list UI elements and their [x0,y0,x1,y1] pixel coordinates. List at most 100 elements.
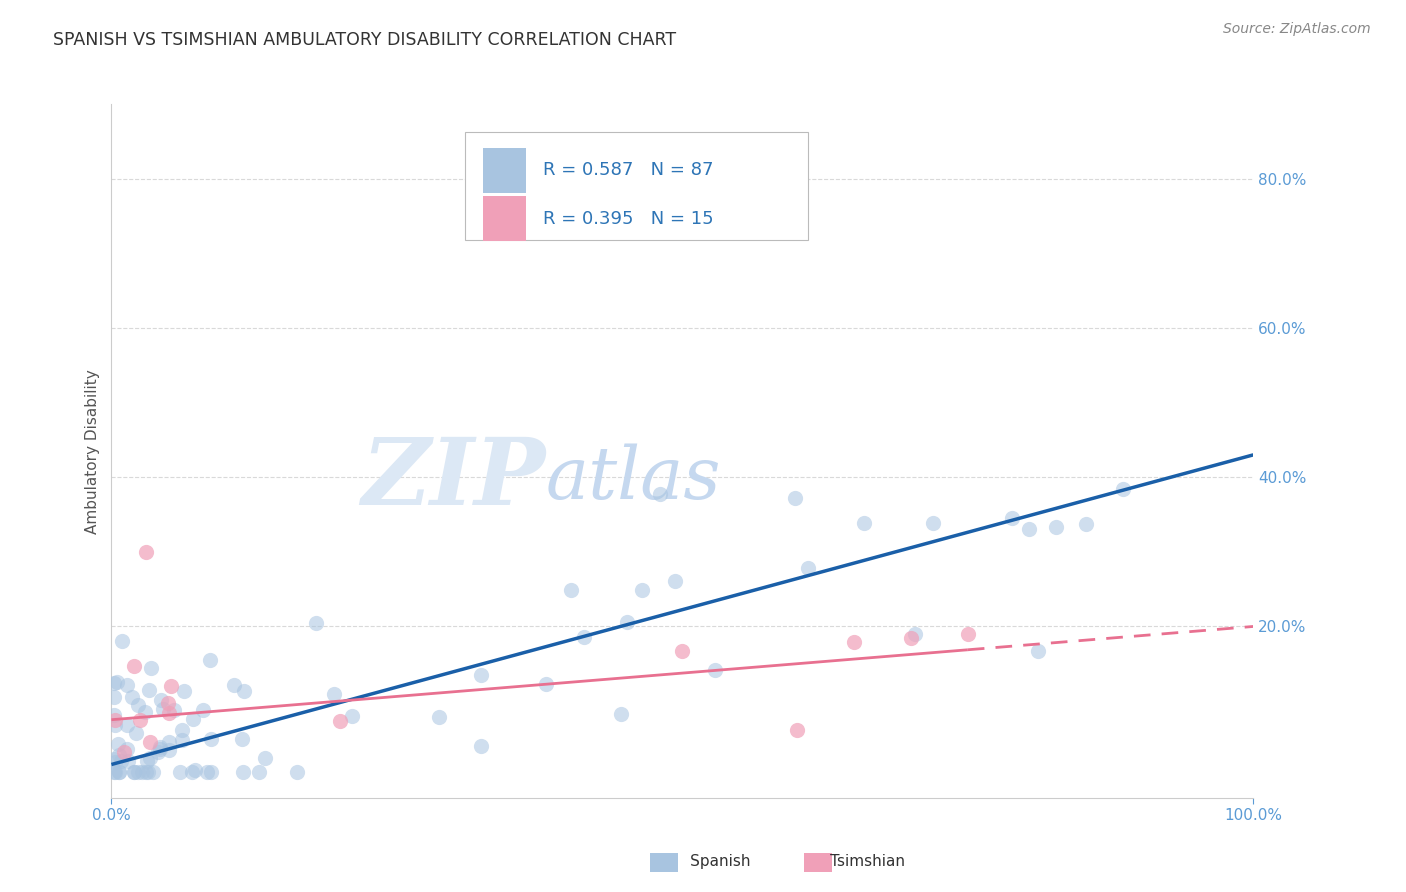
Point [233,684,256,698]
FancyBboxPatch shape [482,196,526,241]
Point [1074,517,1097,532]
FancyBboxPatch shape [465,132,808,240]
Point [127,764,149,779]
Text: atlas: atlas [546,443,721,514]
Point [156,696,179,710]
Point [121,690,143,705]
Point [139,751,162,765]
Point [852,516,875,530]
Point [323,687,346,701]
Point [103,675,125,690]
Point [305,616,328,631]
Point [616,615,638,630]
Point [136,764,159,779]
Point [127,698,149,712]
Point [956,627,979,641]
Point [110,754,132,768]
Point [124,764,146,779]
Point [139,661,162,675]
Y-axis label: Ambulatory Disability: Ambulatory Disability [86,368,100,533]
Point [107,764,129,779]
Point [170,723,193,737]
Point [631,583,654,598]
Text: Tsimshian: Tsimshian [796,855,905,869]
Point [427,710,450,724]
Point [224,678,246,692]
Point [1028,644,1050,658]
Point [157,735,180,749]
Point [1045,520,1067,534]
Point [183,763,205,777]
Point [135,764,157,779]
Point [181,712,204,726]
Point [195,764,218,779]
Point [157,706,180,720]
Point [200,764,222,779]
Point [900,631,922,645]
Point [149,739,172,754]
Point [162,703,184,717]
Point [146,745,169,759]
Point [181,764,204,779]
Point [152,702,174,716]
Point [108,748,131,763]
Text: R = 0.395   N = 15: R = 0.395 N = 15 [543,210,714,227]
Point [117,754,139,768]
Point [247,764,270,779]
Point [107,737,129,751]
Point [786,723,808,738]
Point [200,653,222,667]
Point [105,675,128,690]
Point [138,735,160,749]
Point [103,707,125,722]
Point [122,764,145,779]
Point [149,742,172,756]
Point [574,630,596,644]
Text: SPANISH VS TSIMSHIAN AMBULATORY DISABILITY CORRELATION CHART: SPANISH VS TSIMSHIAN AMBULATORY DISABILI… [53,31,676,49]
Point [169,764,191,779]
Bar [650,853,678,872]
Point [115,678,138,692]
Point [103,764,125,779]
Text: Spanish: Spanish [655,855,751,869]
Point [138,682,160,697]
Point [124,659,146,673]
Point [287,764,309,779]
Point [785,491,807,505]
Point [112,746,135,760]
Point [172,733,194,747]
Point [104,764,127,779]
Point [470,668,492,682]
Point [1018,522,1040,536]
Point [842,634,865,648]
FancyBboxPatch shape [482,147,526,193]
Point [142,764,165,779]
Point [922,516,945,530]
Point [200,732,222,747]
Point [254,750,277,764]
Point [671,644,693,658]
Point [160,679,183,693]
Point [610,707,633,722]
Text: R = 0.587   N = 87: R = 0.587 N = 87 [543,161,713,179]
Point [149,692,172,706]
Point [135,545,157,559]
Point [131,764,153,779]
Point [1112,482,1135,496]
Point [115,718,138,732]
Point [104,755,127,769]
Point [797,561,820,575]
Point [157,743,180,757]
Point [340,709,363,723]
Bar [804,853,832,872]
Point [110,633,132,648]
Point [103,752,125,766]
Point [129,713,152,727]
Point [136,754,159,768]
Point [329,714,352,729]
Point [191,703,214,717]
Point [1001,511,1024,525]
Point [104,713,127,727]
Point [232,764,254,779]
Point [103,690,125,704]
